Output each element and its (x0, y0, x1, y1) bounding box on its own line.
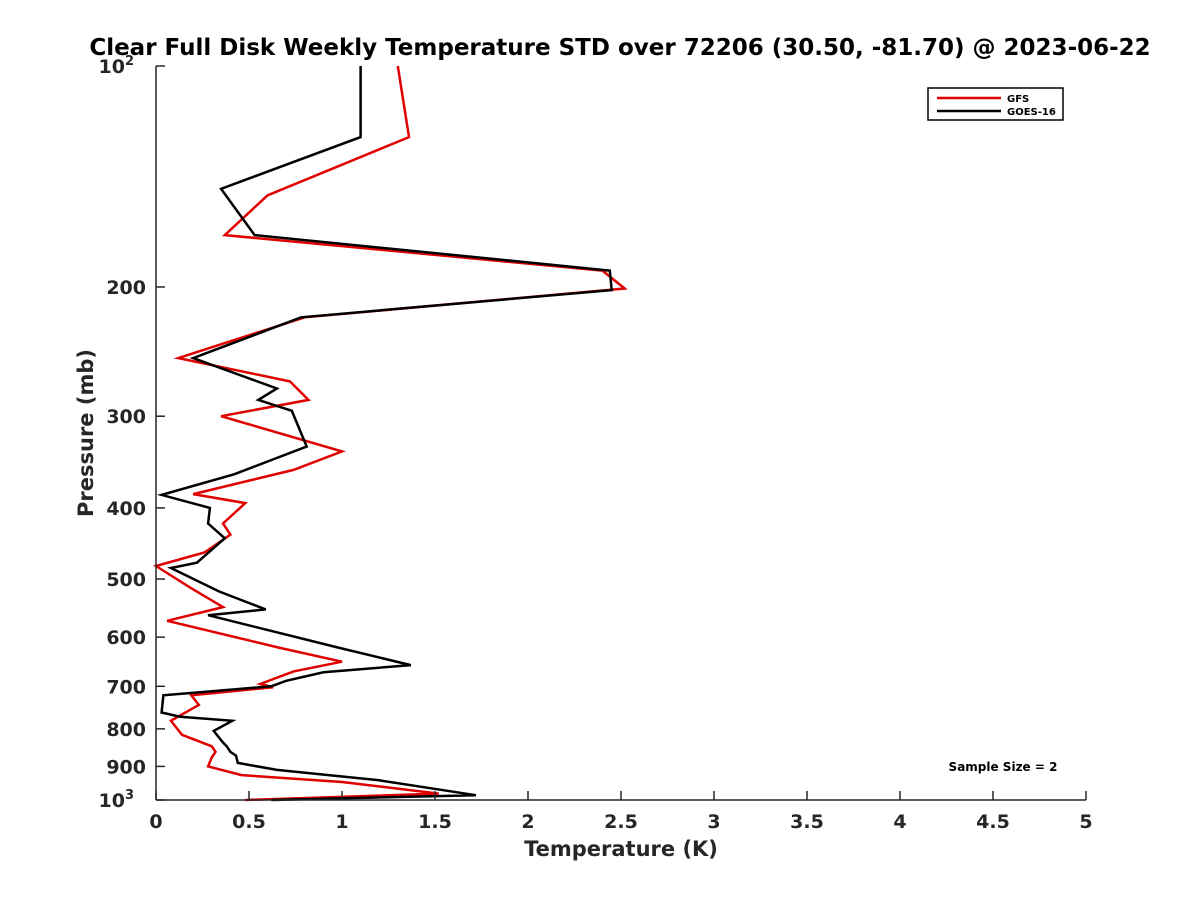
axes (155, 66, 1086, 801)
x-ticks: 0 0.5 1 1.5 2 2.5 3 3.5 4 4.5 5 (149, 791, 1093, 833)
data-lines (152, 65, 628, 802)
x-tick-label: 1.5 (418, 811, 452, 833)
series-line-goes16 (156, 66, 614, 802)
y-tick-label: 103 (99, 788, 135, 812)
x-axis-label: Temperature (K) (524, 837, 718, 861)
x-tick-label: 2 (521, 811, 534, 833)
chart-title: Clear Full Disk Weekly Temperature STD o… (89, 35, 1150, 61)
x-tick-label: 4.5 (976, 811, 1010, 833)
x-tick-label: 3 (707, 811, 720, 833)
y-axis-label: Pressure (mb) (74, 349, 98, 517)
x-tick-label: 2.5 (604, 811, 638, 833)
y-tick-label: 300 (106, 406, 146, 428)
y-tick-label: 400 (106, 498, 146, 520)
y-tick-label: 500 (106, 569, 146, 591)
legend-label-gfs: GFS (1007, 94, 1029, 105)
x-tick-label: 0.5 (232, 811, 266, 833)
legend: GFS GOES-16 (927, 87, 1064, 121)
x-tick-label: 5 (1079, 811, 1092, 833)
x-tick-label: 4 (893, 811, 906, 833)
x-tick-label: 3.5 (790, 811, 824, 833)
y-tick-label: 200 (106, 277, 146, 299)
y-tick-label: 900 (106, 756, 146, 778)
y-tick-label: 700 (106, 676, 146, 698)
x-tick-label: 0 (149, 811, 162, 833)
y-tick-label: 600 (106, 627, 146, 649)
y-tick-label: 800 (106, 719, 146, 741)
sample-size-annotation: Sample Size = 2 (949, 760, 1058, 774)
y-tick-label: 102 (99, 54, 135, 78)
legend-label-goes16: GOES-16 (1007, 107, 1056, 118)
y-ticks: 102 200 300 400 500 600 700 800 900 103 (99, 54, 165, 812)
x-tick-label: 1 (335, 811, 348, 833)
legend-box (927, 87, 1064, 121)
